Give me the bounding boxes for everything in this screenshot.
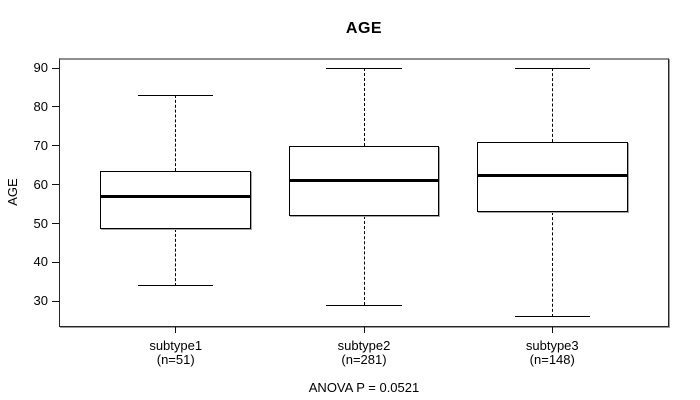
group-label-block: subtype3 (n=148) [482, 339, 622, 367]
whisker-lower [175, 229, 177, 286]
y-tick-label: 30 [33, 293, 48, 309]
whisker-upper [175, 95, 177, 172]
group-label: subtype3 [525, 338, 579, 353]
y-tick-label: 50 [33, 215, 48, 231]
anova-p-note: ANOVA P = 0.0521 [308, 380, 420, 395]
y-tick-label: 80 [33, 98, 48, 114]
y-axis-label: AGE [5, 178, 20, 206]
y-tick-label: 60 [33, 176, 48, 192]
chart-title: AGE [345, 20, 383, 37]
whisker-cap-bottom [514, 316, 590, 318]
y-tick-mark [52, 145, 59, 147]
whisker-cap-top [326, 67, 402, 69]
whisker-upper [551, 68, 553, 142]
x-tick-mark [551, 327, 553, 333]
x-tick-mark [175, 327, 177, 333]
group-n-label: (n=51) [156, 352, 195, 367]
median-line [100, 194, 252, 198]
whisker-cap-top [514, 67, 590, 69]
group-label: subtype2 [337, 338, 391, 353]
whisker-lower [363, 215, 365, 306]
y-tick-label: 90 [33, 60, 48, 76]
whisker-cap-bottom [138, 285, 214, 287]
median-line [476, 173, 628, 177]
iqr-box [100, 171, 252, 230]
iqr-box [476, 141, 628, 212]
y-tick-mark [52, 106, 59, 108]
whisker-cap-top [138, 94, 214, 96]
whisker-lower [551, 211, 553, 317]
y-tick-mark [52, 223, 59, 225]
median-line [288, 179, 440, 183]
group-label: subtype1 [149, 338, 203, 353]
whisker-cap-bottom [326, 304, 402, 306]
y-tick-mark [52, 261, 59, 263]
y-tick-label: 70 [33, 137, 48, 153]
group-n-label: (n=281) [341, 352, 387, 367]
group-n-label: (n=148) [529, 352, 575, 367]
group-label-block: subtype2 (n=281) [294, 339, 434, 367]
y-tick-mark [52, 67, 59, 69]
y-tick-mark [52, 184, 59, 186]
group-label-block: subtype1 (n=51) [106, 339, 246, 367]
y-tick-mark [52, 300, 59, 302]
x-tick-mark [363, 327, 365, 333]
whisker-upper [363, 68, 365, 146]
y-tick-label: 40 [33, 254, 48, 270]
